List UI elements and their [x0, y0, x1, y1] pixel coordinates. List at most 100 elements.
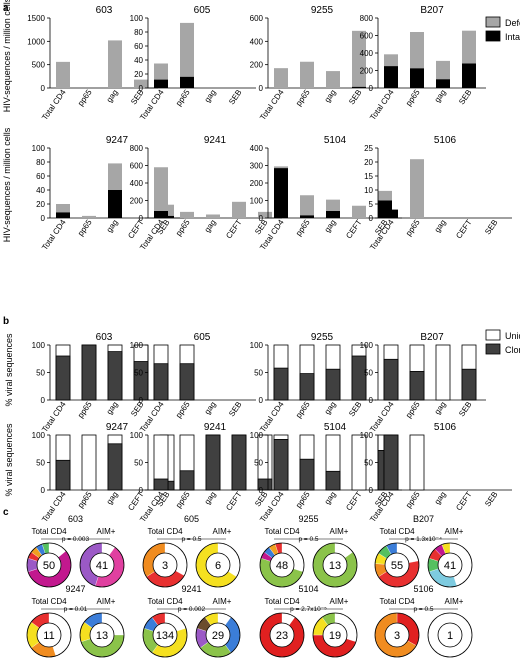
panel-a-9247-ytick-label-2: 40: [36, 186, 45, 195]
panel-c-9255-left-label: Total CD4: [264, 527, 300, 536]
panel-b-B207-bar-clone-3: [461, 368, 477, 401]
panel-b-5106-bar-clone-0: [383, 434, 399, 491]
panel-c-B207-pvalue: p = 1.3x10⁻⁴: [405, 536, 442, 543]
panel-c-605-pvalue: p = 0.5: [181, 536, 201, 543]
legend-label-a-0: Defective: [505, 18, 520, 28]
panel-c-5104-left-donut-count: 23: [276, 630, 288, 642]
panel-a-9241-ytick-label-0: 0: [139, 214, 144, 223]
panel-c-5106-left-label: Total CD4: [379, 597, 415, 606]
panel-a-9247-xlabel-2: gag: [105, 218, 120, 234]
panel-c-9241-right-donut-inner-ring: [205, 622, 231, 648]
panel-a-9247-bar-defective-0: [56, 204, 70, 213]
panel-b-B207-bar-unique-2: [435, 344, 451, 401]
panel-c-9241-left-donut-outer-ring: [142, 612, 188, 658]
panel-c-9255-title: 9255: [298, 514, 318, 524]
panel-a-603-bar-defective-2: [108, 40, 122, 88]
panel-a-5106-xlabel-2: gag: [433, 218, 448, 234]
panel-a-9255-title: 9255: [311, 5, 334, 16]
panel-c-9247-left-donut-count: 11: [43, 630, 54, 642]
panel-b-603-title: 603: [96, 332, 113, 343]
panel-a-9255-ytick-label-2: 400: [250, 37, 264, 46]
panel-b-B207-title: B207: [420, 332, 444, 343]
panel-b-B207-xlabel-2: gag: [433, 400, 448, 416]
panel-a-5106-ytick-label-3: 15: [364, 172, 373, 181]
panel-a-605-ytick-label-3: 60: [134, 42, 143, 51]
panel-a-row1-ylabel: HIV-sequences / million cells: [2, 0, 12, 112]
panel-a-5104-bar-defective-3: [352, 205, 366, 218]
panel-c-5104-pvalue: p = 2.7x10⁻⁵: [290, 606, 327, 613]
panel-c-B207-left-donut-count: 55: [391, 560, 403, 572]
panel-a-605-bar-defective-1: [180, 22, 194, 77]
panel-b-9241-ytick-label-1: 50: [134, 459, 143, 468]
legend-label-a-1: Intact: [505, 32, 520, 42]
panel-b-9255-xlabel-1: pp65: [294, 400, 312, 420]
panel-a-9247-bar-defective-2: [108, 163, 122, 190]
panel-a-5106-xlabel-4: SEB: [483, 218, 500, 236]
panel-b-5106-title: 5106: [434, 422, 457, 433]
panel-a-5104-ytick-label-0: 0: [259, 214, 264, 223]
legend-label-b-0: Unique: [505, 331, 520, 341]
legend-swatch-b-0: [485, 329, 501, 341]
panel-a-B207-bar-defective-3: [462, 30, 476, 64]
panel-b-605-ytick-label-0: 0: [139, 396, 144, 405]
panel-c-9247-left-donut-inner-ring: [36, 622, 62, 648]
panel-a-B207-bar-defective-1: [410, 32, 424, 69]
panel-c-5104-left-label: Total CD4: [264, 597, 300, 606]
panel-b-9247-xlabel-2: gag: [105, 490, 120, 506]
panel-a-9241-xlabel-3: CEFT: [224, 218, 243, 240]
panel-c-5106-pvalue: p = 0.5: [413, 606, 433, 613]
panel-a-9255-bar-defective-3: [352, 30, 366, 87]
panel-a-605-ytick-label-4: 80: [134, 28, 143, 37]
panel-c-B207-right-donut-count: 41: [444, 560, 456, 572]
panel-b-603-bar-clone-1: [81, 344, 97, 401]
panel-a-5104-xlabel-3: CEFT: [344, 218, 363, 240]
panel-a-605-bar-intact-1: [180, 76, 194, 88]
panel-a-9247-ytick-label-4: 80: [36, 158, 45, 167]
panel-b-B207-ytick-label-1: 50: [364, 369, 373, 378]
panel-b-5106-ytick-label-1: 50: [364, 459, 373, 468]
panel-c-605-right-label: AIM+: [213, 527, 232, 536]
panel-c-603-left-donut-count: 50: [43, 560, 55, 572]
panel-c-605-left-donut-count: 3: [162, 560, 168, 572]
panel-b-603-ytick-label-0: 0: [41, 396, 46, 405]
panel-c-B207-right-donut-outer-ring: [427, 542, 473, 588]
panel-c-9247-right-donut-outer-ring: [79, 612, 125, 658]
panel-c-9241-title: 9241: [181, 584, 201, 594]
panel-a-9247-ytick-label-3: 60: [36, 172, 45, 181]
panel-b-605-xlabel-1: pp65: [174, 400, 192, 420]
panel-c-5106-right-donut-outer-ring: [427, 612, 473, 658]
panel-b-9255-bar-clone-2: [325, 368, 341, 401]
panel-b-9241-xlabel-1: pp65: [174, 490, 192, 510]
panel-a-9255-bar-defective-0: [274, 68, 288, 88]
panel-c-B207-left-donut-outer-ring: [374, 542, 420, 588]
legend-label-b-1: Clone: [505, 345, 520, 355]
panel-c-9255-right-label: AIM+: [330, 527, 349, 536]
panel-c-603-right-donut-outer-ring: [79, 542, 125, 588]
panel-c-9247-left-donut-outer-ring: [26, 612, 72, 658]
panel-a-5106-xlabel-1: pp65: [404, 218, 422, 238]
panel-a-9247-bar-defective-1: [82, 215, 96, 218]
panel-a-9241-xlabel-1: pp65: [174, 218, 192, 238]
panel-a-5106-ytick-label-2: 10: [364, 186, 373, 195]
panel-a-5106-title: 5106: [434, 135, 457, 146]
panel-a-5106-ytick-label-1: 5: [369, 200, 374, 209]
panel-b-9255-bar-clone-3: [351, 355, 367, 401]
panel-b-603-xlabel-1: pp65: [76, 400, 94, 420]
panel-b-B207-xlabel-3: SEB: [457, 400, 474, 418]
panel-b-9247-xlabel-1: pp65: [76, 490, 94, 510]
panel-a-9241-ytick-label-1: 200: [130, 197, 144, 206]
panel-a-5104-title: 5104: [324, 135, 347, 146]
panel-c-5106-left-donut-inner-ring: [384, 622, 410, 648]
panel-a-5104-bar-defective-0: [274, 166, 288, 169]
panel-a-B207-ytick-label-2: 400: [360, 49, 374, 58]
panel-c-5106-left-donut-count: 3: [394, 630, 400, 642]
panel-b-9255-ytick-label-2: 100: [250, 341, 264, 350]
panel-a-603-ytick-label-0: 0: [41, 84, 46, 93]
panel-c-5104-right-donut-inner-ring: [322, 622, 348, 648]
legend-swatch-a-1: [485, 30, 501, 42]
panel-b-5104-bar-clone-0: [273, 438, 289, 491]
panel-b-9255-xlabel-3: SEB: [347, 400, 364, 418]
panel-c-9255-left-donut-inner-ring: [269, 552, 295, 578]
panel-c-9247-title: 9247: [65, 584, 85, 594]
